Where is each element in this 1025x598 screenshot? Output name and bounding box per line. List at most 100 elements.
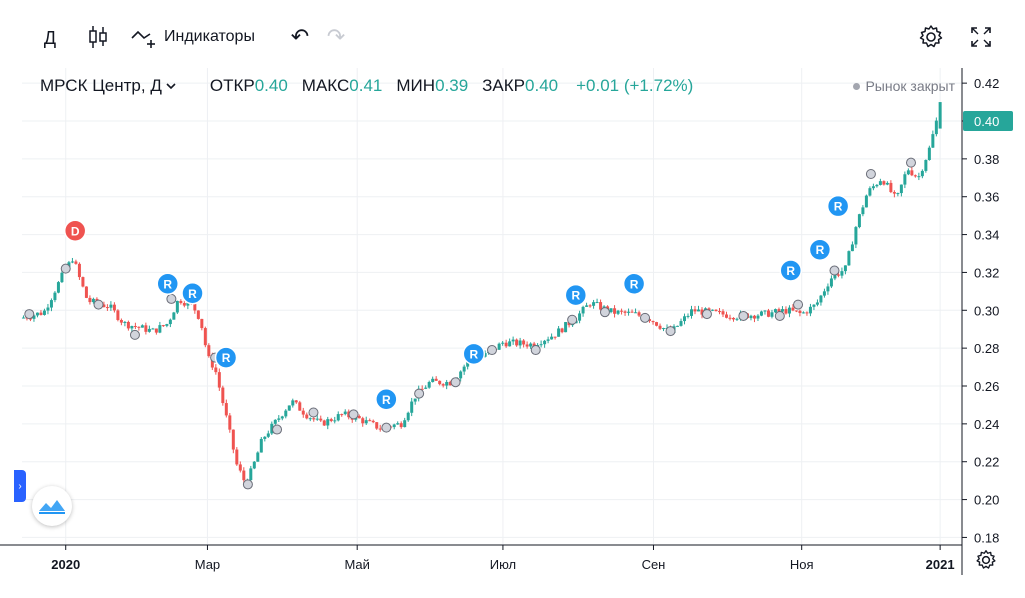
price-bar (518, 340, 522, 346)
price-bar (175, 300, 179, 313)
price-bar (805, 312, 809, 314)
price-bar (546, 339, 550, 341)
open-value: 0.40 (254, 76, 288, 95)
y-tick-label: 0.20 (974, 493, 999, 508)
x-tick-label: Май (344, 557, 369, 572)
report-marker-label: R (816, 243, 825, 257)
price-bar (228, 415, 232, 430)
price-bar (728, 317, 732, 319)
x-tick-label: 2020 (51, 557, 80, 572)
price-bar (770, 312, 774, 317)
price-bar (53, 292, 57, 301)
low-value: 0.39 (435, 76, 469, 95)
price-bar (116, 310, 120, 320)
price-bar (315, 418, 319, 420)
price-bar (868, 188, 872, 196)
price-bar (822, 291, 826, 296)
price-bar (361, 418, 365, 424)
price-bar (151, 328, 155, 330)
indicators-label: Индикаторы (164, 28, 255, 45)
price-bar (529, 343, 533, 347)
price-bar (497, 343, 501, 350)
price-bar (892, 192, 896, 194)
y-tick-label: 0.22 (974, 455, 999, 470)
price-bar (119, 319, 123, 323)
price-bar (238, 464, 242, 471)
price-bar (193, 303, 197, 311)
axis-settings-gear-icon[interactable] (975, 549, 997, 571)
y-tick-label: 0.36 (974, 190, 999, 205)
price-bar (784, 309, 788, 314)
event-circle-marker (129, 329, 140, 340)
expand-panel-tab[interactable]: › (14, 470, 26, 502)
market-status-label: Рынок закрыт (865, 78, 955, 94)
price-bar (424, 387, 428, 389)
report-marker (214, 346, 238, 369)
report-marker (375, 388, 398, 411)
redo-icon[interactable]: ↷ (326, 24, 346, 49)
price-bar (780, 309, 784, 312)
price-bar (634, 312, 638, 314)
price-bar (504, 342, 508, 347)
price-bar (259, 438, 263, 453)
y-tick-label: 0.42 (974, 76, 999, 91)
price-bar (798, 310, 802, 314)
price-bar (878, 181, 882, 185)
price-bar (333, 420, 337, 422)
report-marker (156, 272, 179, 296)
price-bar (301, 410, 305, 415)
report-marker-label: R (222, 351, 231, 365)
price-bar (343, 411, 347, 415)
y-tick-label: 0.34 (974, 228, 999, 243)
price-bar (875, 184, 879, 187)
price-bar (91, 298, 95, 303)
event-circle-marker (272, 424, 283, 435)
interval-button[interactable]: Д (43, 27, 57, 48)
indicators-button[interactable]: Индикаторы (130, 22, 255, 52)
price-bar (438, 380, 442, 385)
price-bar (724, 314, 728, 318)
price-bar (658, 325, 662, 329)
event-circle-marker (60, 263, 71, 274)
price-bar (431, 378, 435, 383)
price-bar (714, 309, 718, 312)
price-bar (179, 300, 183, 304)
price-bar (707, 308, 711, 311)
symbol-name[interactable]: МРСК Центр, Д (40, 76, 162, 95)
price-bar (340, 414, 344, 416)
candle-style-icon[interactable] (84, 22, 112, 52)
tradingview-logo-icon[interactable] (32, 486, 72, 526)
x-tick-label: 2021 (926, 557, 955, 572)
price-bar (123, 321, 127, 323)
price-bar (525, 344, 529, 347)
price-bar (756, 315, 760, 319)
price-bar (693, 309, 697, 312)
price-bar (368, 420, 372, 422)
price-bar (819, 295, 823, 303)
price-bar (847, 251, 851, 266)
fullscreen-icon[interactable] (966, 22, 996, 52)
price-bar (637, 312, 641, 316)
price-bar (312, 418, 316, 420)
event-circle-marker (829, 265, 840, 276)
price-bar (906, 170, 910, 175)
price-bar (683, 316, 687, 322)
price-bar (441, 384, 445, 386)
price-bar (42, 310, 46, 315)
price-bar (648, 319, 652, 321)
price-bar (466, 361, 470, 367)
event-circle-marker (166, 293, 177, 304)
price-bar (109, 304, 113, 308)
undo-icon[interactable]: ↶ (290, 24, 310, 49)
settings-gear-icon[interactable] (916, 22, 946, 52)
price-bar (623, 311, 627, 313)
price-bar (158, 325, 162, 333)
price-bar (550, 336, 554, 340)
chevron-down-icon[interactable] (166, 82, 176, 90)
price-bar (168, 319, 172, 325)
price-bar (462, 366, 466, 372)
price-bar (710, 309, 714, 311)
y-tick-label: 0.32 (974, 265, 999, 280)
price-bar (609, 308, 613, 313)
